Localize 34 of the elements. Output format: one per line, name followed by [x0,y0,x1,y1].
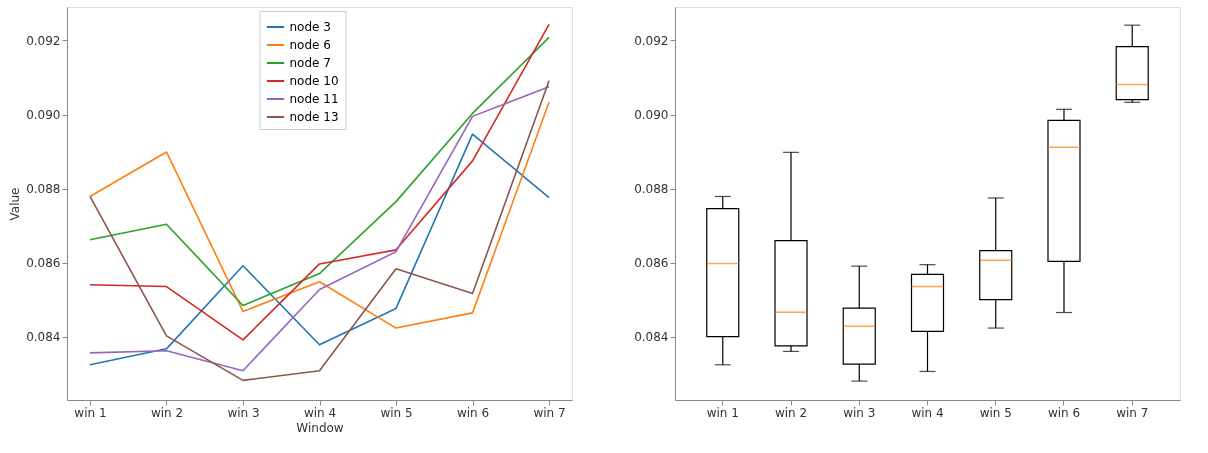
line-series [89,133,550,366]
y-tick-label: 0.088 [26,182,61,197]
x-tick-label: win 3 [227,405,260,420]
x-tick-label: win 2 [774,405,808,420]
y-tick-label: 0.084 [26,330,61,345]
x-tick-label: win 2 [150,405,184,420]
y-tick-label: 0.090 [634,108,669,123]
x-tick-label: win 4 [303,405,337,420]
legend-label: node 11 [289,92,339,106]
y-tick-label: 0.086 [26,256,61,271]
x-tick-label: win 1 [706,405,739,420]
y-tick-label: 0.092 [26,33,61,48]
legend-label: node 3 [289,20,331,34]
x-tick-label: win 7 [533,405,566,420]
y-tick-label: 0.084 [634,330,669,345]
x-tick-label: win 6 [1047,405,1081,420]
y-axis-title: Value [8,187,23,221]
y-tick-label: 0.086 [634,256,669,271]
legend-label: node 13 [289,110,339,124]
legend-label: node 10 [289,74,339,88]
x-tick-label: win 6 [456,405,490,420]
legend-label: node 6 [289,38,331,52]
y-tick-label: 0.090 [26,108,61,123]
line-series [89,101,550,329]
y-tick-label: 0.088 [634,182,669,197]
x-tick-label: win 1 [74,405,107,420]
x-tick-label: win 5 [979,405,1012,420]
y-tick-label: 0.092 [634,33,669,48]
x-tick-label: win 4 [911,405,944,420]
x-tick-label: win 7 [1116,405,1149,420]
legend-label: node 7 [289,56,331,70]
x-tick-label: win 3 [843,405,876,420]
x-axis-title: Window [296,420,344,435]
x-tick-label: win 5 [380,405,413,420]
